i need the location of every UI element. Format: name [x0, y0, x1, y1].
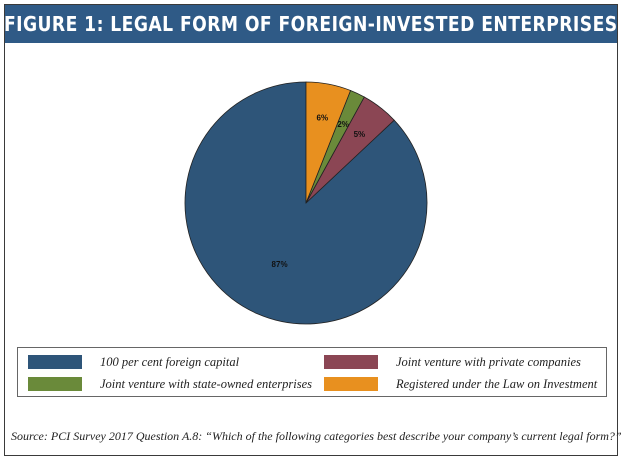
legend-label: 100 per cent foreign capital [100, 354, 240, 369]
legend-swatch [28, 355, 82, 369]
legend-swatch [324, 377, 378, 391]
legend-swatch [324, 355, 378, 369]
pie-slice [305, 81, 352, 204]
figure-frame: FIGURE 1: LEGAL FORM OF FOREIGN-INVESTED… [4, 4, 622, 456]
chart-title: FIGURE 1: LEGAL FORM OF FOREIGN-INVESTED… [4, 12, 618, 36]
legend-label: Joint venture with private companies [396, 354, 581, 369]
legend-label: Joint venture with state-owned enterpris… [100, 376, 312, 391]
legend: 100 per cent foreign capital Joint ventu… [17, 347, 607, 397]
legend-item-jv-private: Joint venture with private companies [324, 353, 581, 371]
legend-label: Registered under the Law on Investment [396, 376, 598, 391]
pie-chart: 87% 5% 2% 6% [184, 81, 428, 325]
source-note: Source: PCI Survey 2017 Question A.8: “W… [11, 429, 622, 443]
legend-item-jv-state: Joint venture with state-owned enterpris… [28, 375, 312, 393]
legend-item-law-on-investment: Registered under the Law on Investment [324, 375, 597, 393]
legend-swatch [28, 377, 82, 391]
title-bar: FIGURE 1: LEGAL FORM OF FOREIGN-INVESTED… [4, 5, 618, 43]
pie-slice-label: 5% [354, 130, 366, 139]
pie-slice-label: 6% [317, 113, 329, 122]
pie-slice-label: 87% [272, 260, 288, 269]
legend-item-foreign-capital: 100 per cent foreign capital [28, 353, 239, 371]
pie-slice-label: 2% [337, 120, 349, 129]
